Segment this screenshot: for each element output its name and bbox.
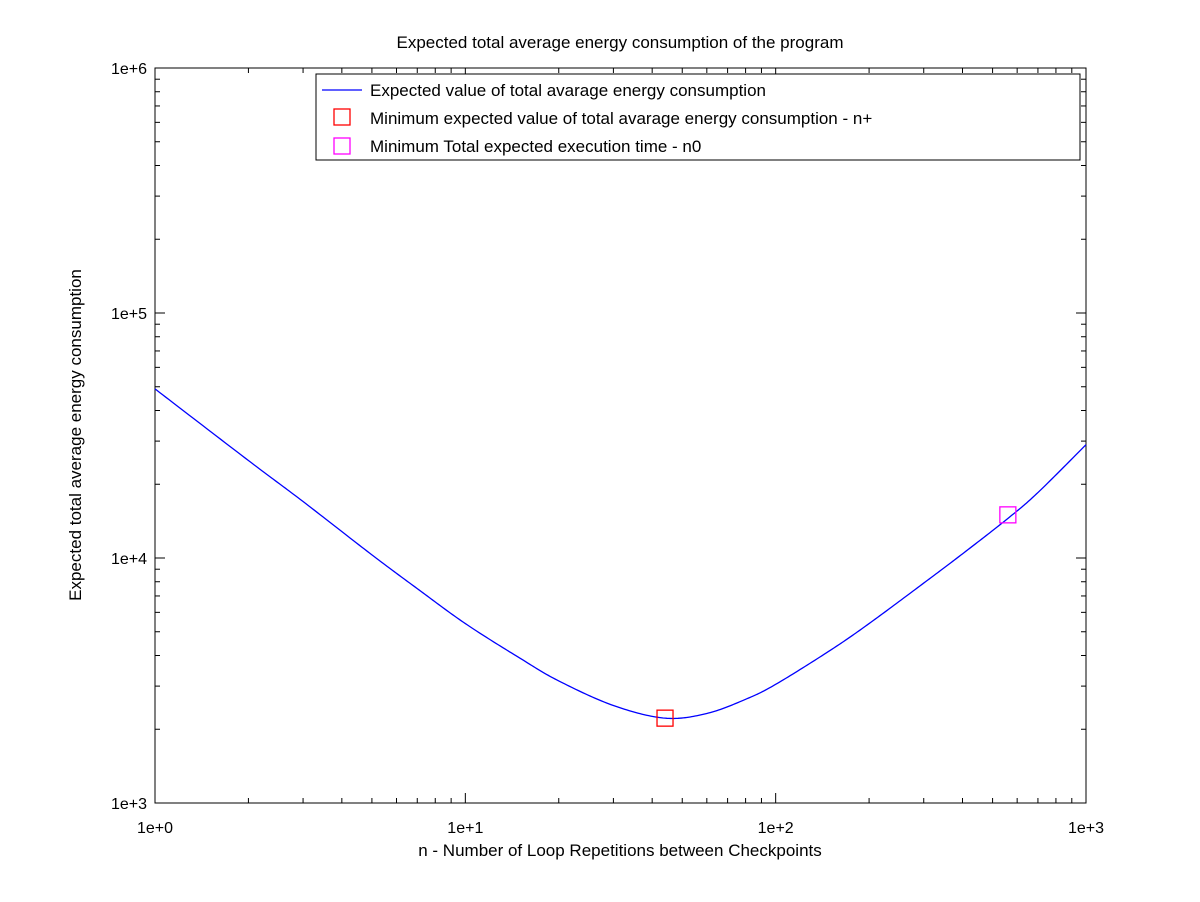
legend-swatch-min-energy bbox=[333, 108, 351, 126]
y-tick-label: 1e+5 bbox=[111, 306, 147, 323]
markers-layer bbox=[656, 506, 1017, 727]
marker-min-time bbox=[999, 506, 1017, 524]
axes-frame bbox=[154, 67, 1087, 804]
x-tick-label: 1e+2 bbox=[758, 820, 794, 837]
x-tick-label: 1e+1 bbox=[447, 820, 483, 837]
y-tick-label: 1e+4 bbox=[111, 551, 147, 568]
series-line-energy bbox=[154, 388, 1087, 720]
plot-area: 1e+0 1e+1 1e+2 1e+3 1e+3 1e+4 1e+5 1e+6 bbox=[111, 61, 1104, 837]
y-axis-label: Expected total average energy consumptio… bbox=[66, 269, 85, 601]
chart-title: Expected total average energy consumptio… bbox=[397, 33, 844, 52]
y-tick-label: 1e+6 bbox=[111, 61, 147, 78]
legend-box bbox=[315, 73, 1081, 161]
x-axis-label: n - Number of Loop Repetitions between C… bbox=[418, 841, 822, 860]
tick-labels-layer: 1e+0 1e+1 1e+2 1e+3 1e+3 1e+4 1e+5 1e+6 bbox=[111, 61, 1104, 837]
legend-entry-min-energy: Minimum expected value of total avarage … bbox=[370, 109, 872, 128]
legend-swatch-min-time bbox=[333, 137, 351, 155]
y-tick-label: 1e+3 bbox=[111, 796, 147, 813]
x-tick-label: 1e+3 bbox=[1068, 820, 1104, 837]
legend: Expected value of total avarage energy c… bbox=[315, 73, 1081, 161]
x-tick-label: 1e+0 bbox=[137, 820, 173, 837]
marker-min-energy bbox=[656, 709, 674, 727]
legend-entry-min-time: Minimum Total expected execution time - … bbox=[370, 137, 701, 156]
ticks-layer bbox=[154, 67, 1087, 804]
legend-entry-line: Expected value of total avarage energy c… bbox=[370, 81, 766, 100]
